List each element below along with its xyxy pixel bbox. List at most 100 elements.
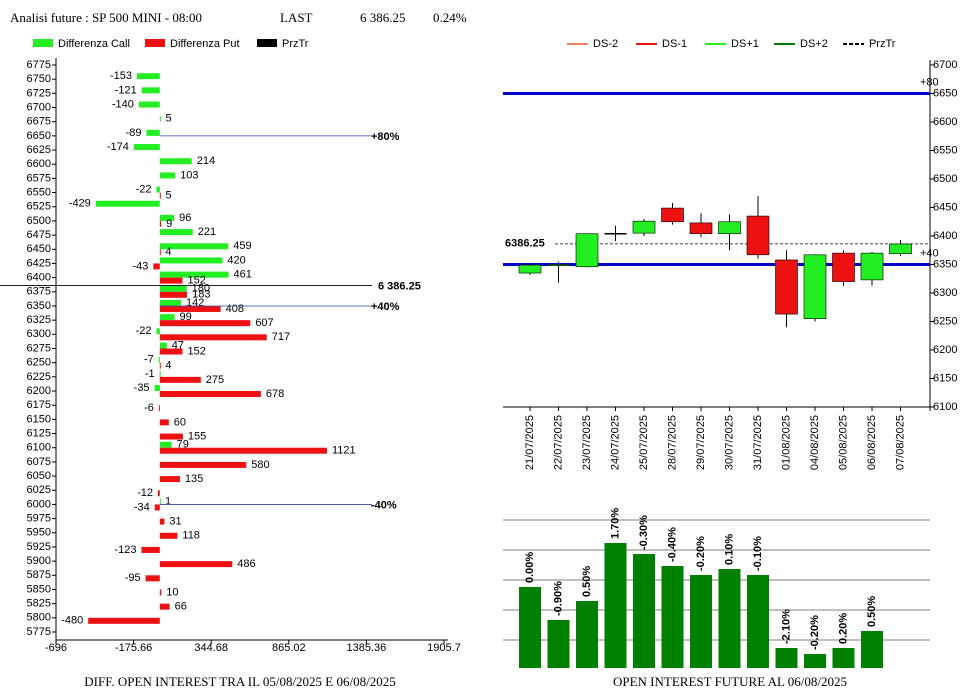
chart-title: DIFF. OPEN INTEREST TRA IL 05/08/2025 E … [84,674,395,689]
y-tick-label: 6200 [27,385,51,397]
legend-label: DS+1 [731,38,759,50]
y-tick-label: 5875 [27,569,51,581]
last-label: LAST [280,10,313,25]
bar [141,546,160,553]
y-tick-label: 6650 [933,87,957,99]
bar [153,263,160,270]
value-label: 118 [182,530,200,542]
header-title: Analisi future : SP 500 MINI - 08:00 [10,10,202,25]
change-label: 0.50% [866,596,878,627]
bar [519,587,541,668]
change-label: 0.20% [837,613,849,644]
y-tick-label: 6150 [27,413,51,425]
bar [604,543,627,668]
y-tick-label: 5925 [27,541,51,553]
bar [158,356,160,363]
legend-label: DS-2 [593,38,618,50]
bar [159,320,251,327]
bar [159,249,161,256]
bar [159,561,233,568]
x-tick-label: 865.02 [272,642,306,654]
bar [158,405,160,412]
y-tick-label: 6350 [27,300,51,312]
bar [547,620,570,668]
value-label: 1121 [332,445,356,457]
x-tick-label: -175.66 [115,642,152,654]
change-label: -2.10% [780,609,792,644]
value-label: 60 [174,416,186,428]
bar [775,648,798,668]
y-tick-label: 6500 [27,215,51,227]
bar [156,328,160,335]
x-tick-label: 28/07/2025 [666,415,678,470]
value-label: 408 [226,303,244,315]
x-tick-label: 01/08/2025 [780,415,792,470]
bar [633,554,655,668]
value-label: -22 [136,325,152,337]
x-tick-label: 25/07/2025 [638,415,650,470]
last-value: 6 386.25 [360,10,406,25]
change-label: -0.10% [752,536,764,571]
y-tick-label: 6175 [27,399,51,411]
bar [159,172,176,179]
bar [747,575,769,668]
y-tick-label: 6075 [27,456,51,468]
bar [159,277,183,284]
y-tick-label: 5800 [27,612,51,624]
legend-label: PrzTr [869,38,896,50]
legend-swatch [257,39,277,47]
value-label: 678 [266,388,284,400]
y-tick-label: 5850 [27,583,51,595]
value-label: 155 [188,430,206,442]
change-value: 0.24% [433,10,467,25]
bar [159,441,172,448]
value-label: 221 [198,226,216,238]
bar [576,601,598,668]
value-label: -480 [61,615,83,627]
bar [159,461,247,468]
y-tick-label: 6775 [27,59,51,71]
value-label: 461 [234,269,252,281]
y-tick-label: 6425 [27,257,51,269]
y-tick-label: 6025 [27,484,51,496]
candle-body [689,222,713,235]
bar [159,158,192,165]
x-tick-label: 23/07/2025 [581,415,593,470]
value-label: -140 [112,98,134,110]
candle-body [860,252,884,281]
value-label: -89 [126,127,142,139]
bar [95,200,160,207]
bar [159,348,183,355]
value-label: 152 [187,275,205,287]
y-tick-label: 6400 [933,230,957,242]
value-label: -121 [115,84,137,96]
bar [804,654,826,668]
x-tick-label: 1385.36 [347,642,387,654]
bar [159,271,229,278]
value-label: 135 [185,473,203,485]
value-label: -43 [132,260,148,272]
bar [690,575,712,668]
x-tick-label: 344.68 [194,642,228,654]
y-tick-label: 6050 [27,470,51,482]
x-tick-label: 24/07/2025 [609,415,621,470]
value-label: 9 [166,218,172,230]
bar [138,101,160,108]
x-tick-label: 22/07/2025 [552,415,564,470]
change-label: -0.20% [695,536,707,571]
y-tick-label: 6300 [933,287,957,299]
annotation-label: -40% [371,499,397,511]
bar [159,518,165,525]
bar [154,504,160,511]
y-tick-label: 6250 [27,357,51,369]
bar [159,305,221,312]
bar [159,376,201,383]
y-tick-label: 6700 [27,101,51,113]
level-label: +40 [920,247,939,259]
candle-body [547,264,570,266]
candle-body [575,233,599,268]
bar [159,342,167,349]
change-label: -0.20% [809,615,821,650]
change-label: 0.10% [723,534,735,565]
bar [159,447,327,454]
